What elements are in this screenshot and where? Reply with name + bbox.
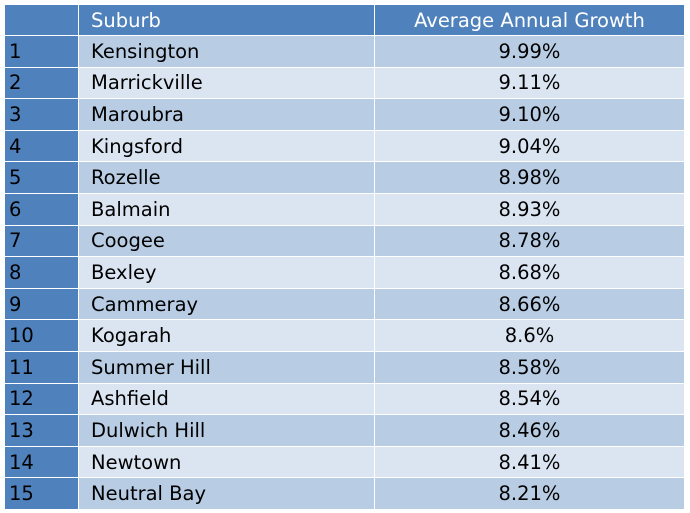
suburb-cell: Kogarah	[78, 319, 375, 352]
suburb-cell: Coogee	[78, 224, 375, 258]
table-row: 3 Maroubra 9.10%	[4, 98, 685, 131]
table-row: 6 Balmain 8.93%	[4, 192, 685, 226]
table-row: 5 Rozelle 8.98%	[4, 161, 685, 194]
table-row: 9 Cammeray 8.66%	[4, 287, 685, 321]
table-row: 14 Newtown 8.41%	[4, 445, 685, 479]
growth-cell: 8.78%	[374, 224, 685, 258]
table-row: 2 Marrickville 9.11%	[4, 66, 685, 100]
suburb-cell: Bexley	[78, 256, 375, 289]
rank-cell: 14	[4, 445, 79, 479]
table-header-row: Suburb Average Annual Growth	[4, 4, 685, 36]
table-row: 8 Bexley 8.68%	[4, 256, 685, 289]
suburb-cell: Ashfield	[78, 382, 375, 416]
growth-cell: 9.04%	[374, 129, 685, 163]
table-row: 11 Summer Hill 8.58%	[4, 350, 685, 384]
growth-cell: 8.66%	[374, 287, 685, 321]
table-row: 13 Dulwich Hill 8.46%	[4, 414, 685, 447]
rank-cell: 9	[4, 287, 79, 321]
table-body: 1 Kensington 9.99% 2 Marrickville 9.11% 3 Marou…	[4, 35, 685, 510]
suburb-cell: Cammeray	[78, 287, 375, 321]
suburb-cell: Kingsford	[78, 129, 375, 163]
header-average-annual-growth: Average Annual Growth	[374, 4, 685, 36]
rank-cell: 4	[4, 129, 79, 163]
suburb-cell: Maroubra	[78, 98, 375, 131]
rank-cell: 11	[4, 350, 79, 384]
growth-cell: 8.98%	[374, 161, 685, 194]
rank-cell: 2	[4, 66, 79, 100]
growth-cell: 8.68%	[374, 256, 685, 289]
table-row: 15 Neutral Bay 8.21%	[4, 477, 685, 510]
rank-cell: 10	[4, 319, 79, 352]
growth-cell: 8.54%	[374, 382, 685, 416]
growth-cell: 8.6%	[374, 319, 685, 352]
rank-cell: 3	[4, 98, 79, 131]
table-row: 12 Ashfield 8.54%	[4, 382, 685, 416]
rank-cell: 7	[4, 224, 79, 258]
suburb-cell: Marrickville	[78, 66, 375, 100]
suburb-cell: Balmain	[78, 192, 375, 226]
suburb-cell: Kensington	[78, 35, 375, 68]
growth-cell: 8.93%	[374, 192, 685, 226]
suburb-cell: Dulwich Hill	[78, 414, 375, 447]
growth-cell: 8.58%	[374, 350, 685, 384]
growth-cell: 9.99%	[374, 35, 685, 68]
rank-cell: 6	[4, 192, 79, 226]
growth-table-container: Suburb Average Annual Growth 1 Kensington…	[4, 4, 685, 510]
header-suburb: Suburb	[78, 4, 375, 36]
table-row: 1 Kensington 9.99%	[4, 35, 685, 68]
rank-cell: 15	[4, 477, 79, 510]
rank-cell: 8	[4, 256, 79, 289]
suburb-cell: Neutral Bay	[78, 477, 375, 510]
table-row: 7 Coogee 8.78%	[4, 224, 685, 258]
suburb-growth-table: Suburb Average Annual Growth 1 Kensington…	[4, 4, 685, 510]
header-rank	[4, 4, 79, 36]
suburb-cell: Rozelle	[78, 161, 375, 194]
growth-cell: 8.46%	[374, 414, 685, 447]
rank-cell: 5	[4, 161, 79, 194]
suburb-cell: Summer Hill	[78, 350, 375, 384]
suburb-cell: Newtown	[78, 445, 375, 479]
table-row: 10 Kogarah 8.6%	[4, 319, 685, 352]
rank-cell: 13	[4, 414, 79, 447]
rank-cell: 1	[4, 35, 79, 68]
table-row: 4 Kingsford 9.04%	[4, 129, 685, 163]
growth-cell: 8.21%	[374, 477, 685, 510]
rank-cell: 12	[4, 382, 79, 416]
growth-cell: 8.41%	[374, 445, 685, 479]
growth-cell: 9.10%	[374, 98, 685, 131]
growth-cell: 9.11%	[374, 66, 685, 100]
